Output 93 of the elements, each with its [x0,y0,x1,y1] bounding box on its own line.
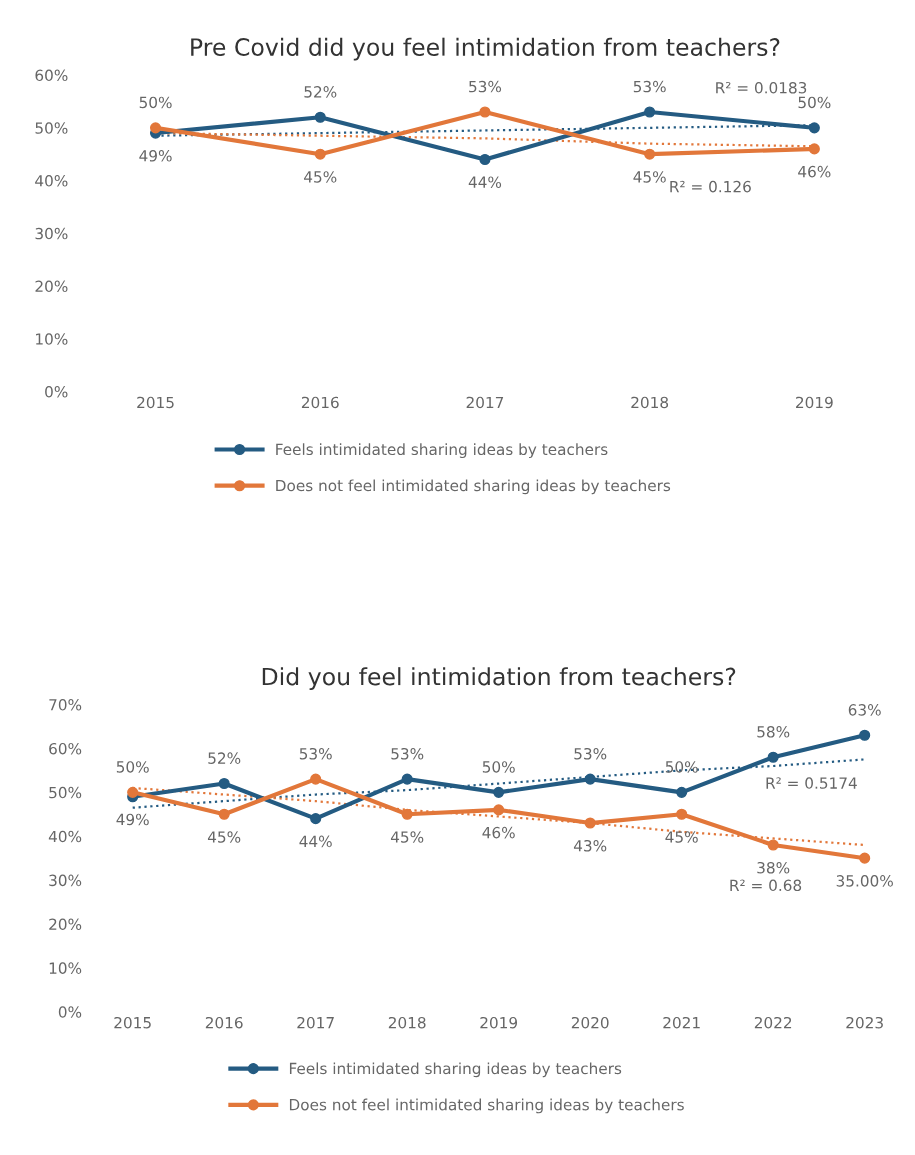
data-label: 52% [304,86,337,98]
x-tick-label: 2015 [114,1016,151,1029]
y-tick-label: 0% [45,386,68,398]
y-tick-label: 70% [49,699,82,711]
annotation: R² = 0.0183 [716,81,807,94]
data-label: 35.00% [836,875,893,887]
data-label: 50% [116,761,149,773]
x-tick-label: 2021 [663,1016,700,1029]
x-tick-label: 2022 [754,1016,792,1029]
data-label: 46% [798,165,831,178]
point [676,808,688,820]
point [127,786,139,798]
data-label: 53% [574,747,607,760]
data-label: 44% [299,835,332,848]
legend-label: Feels intimidated sharing ideas by teachers [276,443,608,459]
annotation: R² = 0.5174 [766,777,857,789]
point [401,773,413,785]
point [859,729,871,741]
point [493,786,505,798]
data-label: 45% [390,831,424,843]
legend-label: Does not feel intimidated sharing ideas by teachers [289,1098,684,1114]
x-tick-label: 2018 [388,1016,426,1029]
y-tick-label: 0% [58,1006,82,1018]
x-tick-label: 2017 [297,1016,334,1029]
point [808,122,820,134]
data-label: 53% [299,747,332,760]
y-tick-label: 20% [35,280,68,293]
point [218,808,230,820]
y-tick-label: 20% [49,918,82,931]
point [584,817,596,829]
point [314,111,326,123]
data-label: 53% [633,80,666,93]
y-tick-label: 50% [49,786,82,799]
point [808,143,820,155]
data-label: 50% [482,761,515,773]
data-label: 49% [139,150,172,162]
data-label: 46% [482,826,515,839]
legend-label: Does not feel intimidated sharing ideas by teachers [276,479,671,495]
x-tick-label: 2019 [796,396,833,409]
y-tick-label: 60% [49,742,82,755]
data-label: 63% [848,704,881,716]
y-tick-label: 40% [35,175,68,187]
chart-title: Pre Covid did you feel intimidation from teachers? [191,37,780,61]
x-tick-label: 2023 [846,1016,883,1029]
data-label: 45% [207,831,241,843]
point [644,106,656,118]
point [676,786,688,798]
point [310,773,322,785]
data-label: 49% [116,813,149,826]
data-label: 50% [665,761,698,773]
x-tick-label: 2016 [301,396,339,409]
data-label: 50% [798,96,831,109]
point [767,839,779,851]
point [314,148,326,160]
x-tick-label: 2019 [480,1016,518,1029]
point [310,813,322,825]
y-tick-label: 50% [35,122,68,134]
point [584,773,596,785]
legend-label: Feels intimidated sharing ideas by teachers [289,1062,622,1078]
x-tick-label: 2020 [571,1016,609,1029]
data-label: 53% [391,747,424,760]
point [218,777,230,790]
x-tick-label: 2018 [631,396,669,409]
annotation: R² = 0.68 [730,879,802,892]
point [401,808,413,820]
point [767,751,779,763]
point [859,852,871,864]
point [479,106,491,118]
point [149,122,162,134]
data-label: 45% [304,171,337,183]
y-tick-label: 60% [35,69,68,82]
point [479,153,491,166]
data-label: 53% [469,80,502,93]
point [493,804,505,816]
data-label: 38% [757,861,790,874]
data-label: 52% [208,752,241,764]
data-label: 43% [573,839,607,852]
x-tick-label: 2017 [466,396,504,409]
chart-title: Did you feel intimidation from teachers? [262,667,736,691]
x-tick-label: 2016 [205,1016,243,1029]
y-tick-label: 30% [35,227,68,240]
data-label: 58% [757,726,790,738]
annotation: R² = 0.126 [670,180,751,193]
point [644,148,656,160]
x-tick-label: 2015 [137,396,174,409]
y-tick-label: 10% [49,962,82,974]
y-tick-label: 10% [36,333,68,345]
data-label: 45% [633,171,666,183]
y-tick-label: 30% [49,874,82,887]
y-tick-label: 40% [48,830,82,843]
data-label: 45% [665,831,698,843]
data-label: 50% [139,96,172,109]
data-label: 44% [468,176,502,188]
